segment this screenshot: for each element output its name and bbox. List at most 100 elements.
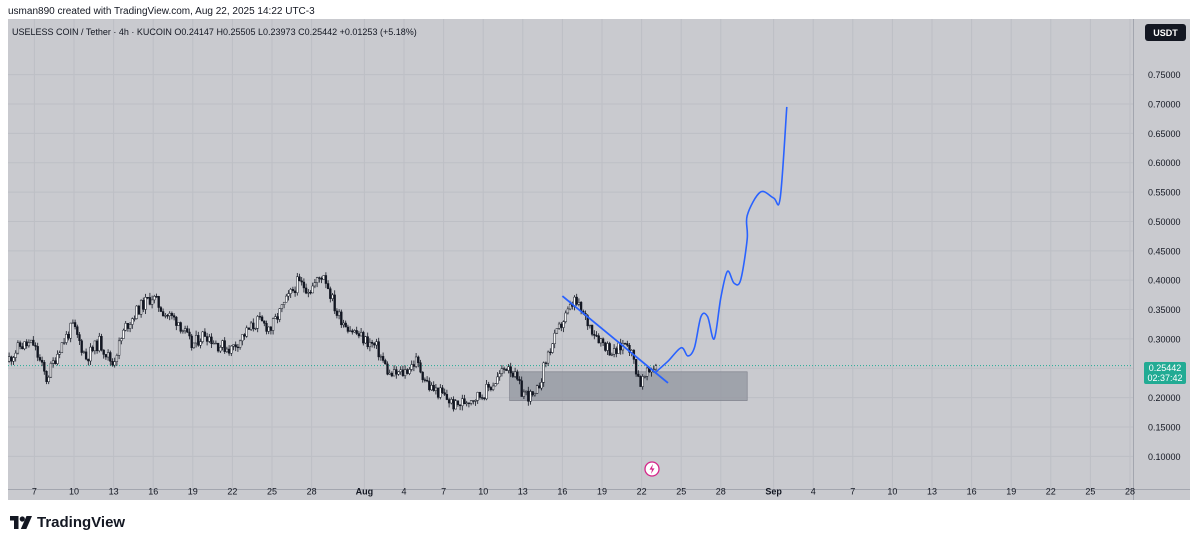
attribution-text: usman890 created with TradingView.com, A… (8, 6, 315, 17)
candle-body (522, 391, 526, 397)
candle-body (540, 382, 543, 389)
candle-body (91, 346, 94, 352)
currency-button[interactable]: USDT (1145, 24, 1186, 41)
candle-body (170, 313, 174, 316)
candle-body (513, 371, 517, 377)
candle-body (47, 376, 50, 382)
candle-body (161, 311, 165, 317)
candle-body (520, 380, 523, 397)
time-tick-label: 10 (887, 487, 897, 497)
candle-body (628, 345, 631, 353)
candle-body (390, 372, 394, 377)
price-chart[interactable]: 0.100000.150000.200000.250000.300000.350… (8, 19, 1190, 500)
price-tick-label: 0.75000 (1148, 70, 1181, 80)
candle-body (315, 277, 319, 283)
candle-body (157, 296, 160, 308)
candle-body (221, 340, 224, 348)
time-tick-label: 28 (716, 487, 726, 497)
price-tick-label: 0.65000 (1148, 129, 1181, 139)
candle-body (296, 276, 299, 294)
candle-body (447, 399, 451, 404)
price-axis[interactable]: 0.100000.150000.200000.250000.300000.350… (1148, 70, 1181, 462)
candle-body (291, 289, 295, 292)
candle-body (298, 276, 301, 282)
candle-body (274, 316, 277, 319)
candle-body (87, 358, 90, 362)
candle-body (533, 393, 537, 396)
candle-body (256, 316, 259, 329)
candle-body (267, 326, 270, 332)
time-tick-label: 10 (478, 487, 488, 497)
candle-body (258, 316, 262, 318)
plot-background (8, 19, 1133, 489)
candle-body (100, 336, 103, 351)
candle-body (562, 321, 565, 328)
candle-body (234, 344, 237, 348)
time-tick-label: 7 (850, 487, 855, 497)
candle-body (276, 316, 279, 320)
candle-body (432, 384, 435, 391)
candle-body (529, 391, 532, 402)
price-tick-label: 0.30000 (1148, 334, 1181, 344)
symbol-legend: USELESS COIN / Tether · 4h · KUCOIN O0.2… (12, 27, 417, 37)
candle-body (538, 385, 541, 389)
candle-body (566, 308, 570, 314)
candle-body (474, 400, 477, 402)
time-tick-label: Aug (356, 487, 374, 497)
candle-body (16, 342, 20, 354)
candle-body (472, 400, 475, 402)
candle-body (73, 322, 77, 327)
flash-icon[interactable] (644, 461, 660, 477)
price-tick-label: 0.55000 (1148, 188, 1181, 198)
candle-body (419, 362, 422, 373)
chart-area[interactable]: 0.100000.150000.200000.250000.300000.350… (8, 19, 1190, 500)
candle-body (153, 296, 156, 301)
candle-body (210, 336, 213, 344)
candle-body (265, 323, 268, 332)
candle-body (168, 313, 171, 317)
candle-body (172, 315, 176, 318)
time-axis[interactable]: 7 10 13 16 19 22 25 28 Aug 4 7 10 13 16 19 22 25 28 Sep 4 7 1… (32, 487, 1135, 497)
candle-body (604, 342, 607, 351)
candle-body (102, 349, 105, 355)
candle-body (496, 376, 499, 384)
candle-body (434, 387, 438, 391)
candle-body (307, 292, 310, 294)
candle-body (445, 394, 449, 400)
candle-body (62, 342, 66, 344)
candle-body (511, 372, 515, 377)
candle-body (128, 324, 132, 329)
candle-body (643, 376, 647, 378)
candle-body (560, 323, 563, 328)
time-tick-label: 16 (148, 487, 158, 497)
candle-body (197, 335, 200, 346)
candle-body (115, 355, 119, 362)
candle-body (186, 328, 189, 333)
time-tick-label: 19 (1006, 487, 1016, 497)
candle-body (214, 342, 218, 345)
candle-body (441, 387, 444, 393)
candle-body (201, 331, 204, 342)
candle-body (412, 364, 416, 367)
candle-body (557, 323, 561, 329)
candle-body (595, 335, 598, 337)
tradingview-branding[interactable]: TradingView (10, 514, 125, 531)
candle-body (454, 400, 457, 410)
candle-body (408, 369, 411, 374)
candle-body (311, 285, 314, 294)
candle-body (425, 379, 429, 382)
candle-body (223, 340, 226, 352)
candle-body (78, 334, 81, 341)
candle-body (456, 400, 460, 405)
drawings (561, 106, 788, 384)
candle-body (320, 278, 323, 280)
time-tick-label: 4 (811, 487, 816, 497)
candle-body (527, 390, 530, 402)
candle-body (95, 340, 99, 352)
candle-body (142, 300, 145, 310)
time-tick-label: 16 (967, 487, 977, 497)
time-tick-label: 16 (557, 487, 567, 497)
candle-body (236, 346, 240, 349)
candle-body (645, 367, 649, 377)
candle-body (135, 305, 138, 319)
